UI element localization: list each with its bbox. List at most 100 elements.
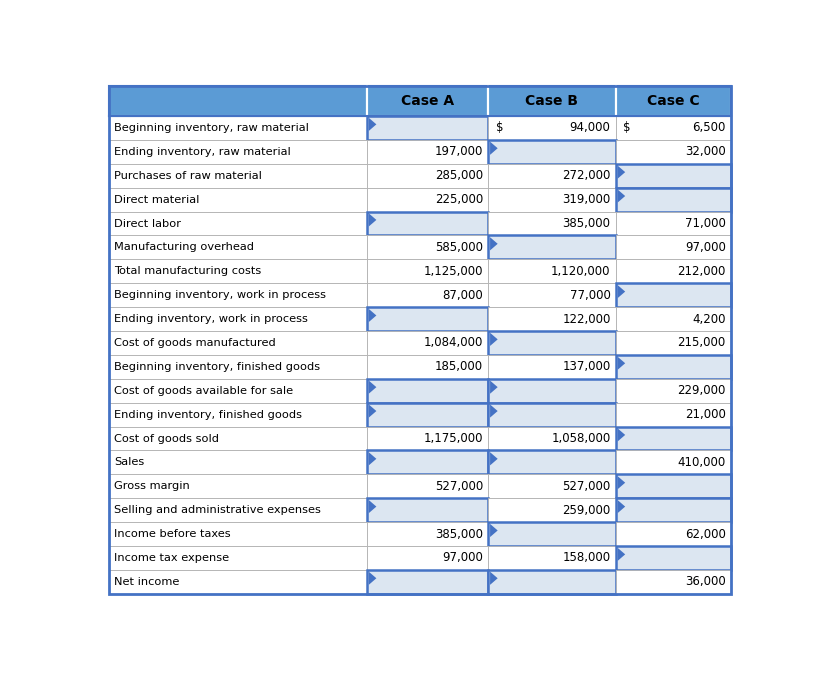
Polygon shape (490, 524, 498, 537)
Bar (109, 164, 367, 188)
Polygon shape (369, 309, 377, 322)
Bar (616, 498, 731, 522)
Bar (367, 522, 488, 546)
Bar (109, 570, 367, 594)
Bar (109, 116, 367, 140)
Text: Gross margin: Gross margin (114, 481, 189, 491)
Text: 272,000: 272,000 (562, 169, 611, 182)
Text: 229,000: 229,000 (677, 384, 726, 397)
Text: 77,000: 77,000 (570, 289, 611, 302)
Bar (367, 498, 488, 522)
Polygon shape (490, 332, 498, 346)
Bar (109, 259, 367, 283)
Polygon shape (618, 285, 625, 298)
Bar (367, 164, 488, 188)
Bar (616, 331, 731, 355)
Text: Ending inventory, work in process: Ending inventory, work in process (114, 314, 308, 324)
Bar (109, 86, 731, 116)
Text: Cost of goods sold: Cost of goods sold (114, 433, 219, 444)
Bar (367, 188, 488, 211)
Polygon shape (618, 190, 625, 203)
Text: 32,000: 32,000 (685, 145, 726, 158)
Bar (488, 211, 616, 236)
Text: Sales: Sales (114, 458, 144, 467)
Bar (109, 355, 367, 379)
Polygon shape (490, 404, 498, 418)
Bar (367, 259, 488, 283)
Text: 1,058,000: 1,058,000 (551, 432, 611, 445)
Text: 21,000: 21,000 (685, 408, 726, 421)
Bar (616, 236, 731, 259)
Text: 71,000: 71,000 (685, 217, 726, 230)
Text: 4,200: 4,200 (692, 312, 726, 326)
Bar (488, 86, 616, 116)
Text: Case B: Case B (526, 94, 578, 108)
Bar (488, 164, 616, 188)
Bar (488, 427, 616, 450)
Bar (367, 355, 488, 379)
Bar (109, 379, 367, 402)
Bar (367, 307, 488, 331)
Text: Beginning inventory, raw material: Beginning inventory, raw material (114, 123, 309, 133)
Text: Total manufacturing costs: Total manufacturing costs (114, 267, 261, 277)
Text: Manufacturing overhead: Manufacturing overhead (114, 242, 254, 252)
Text: Direct material: Direct material (114, 194, 199, 205)
Text: Ending inventory, finished goods: Ending inventory, finished goods (114, 410, 301, 420)
Bar (109, 474, 367, 498)
Text: $: $ (495, 121, 504, 135)
Bar (488, 331, 616, 355)
Bar (616, 188, 731, 211)
Bar (109, 86, 367, 116)
Polygon shape (490, 571, 498, 585)
Bar (488, 498, 616, 522)
Bar (109, 498, 367, 522)
Bar (109, 450, 367, 474)
Bar (488, 307, 616, 331)
Bar (488, 283, 616, 307)
Polygon shape (369, 452, 377, 466)
Text: Beginning inventory, work in process: Beginning inventory, work in process (114, 290, 326, 300)
Polygon shape (369, 380, 377, 394)
Bar (488, 140, 616, 164)
Bar (367, 331, 488, 355)
Bar (616, 283, 731, 307)
Text: 1,120,000: 1,120,000 (551, 264, 611, 278)
Text: 385,000: 385,000 (563, 217, 611, 230)
Text: Direct labor: Direct labor (114, 219, 181, 229)
Bar (616, 211, 731, 236)
Text: 6,500: 6,500 (692, 121, 726, 135)
Bar (616, 522, 731, 546)
Bar (367, 283, 488, 307)
Bar (616, 546, 731, 570)
Text: 212,000: 212,000 (677, 264, 726, 278)
Polygon shape (369, 213, 377, 227)
Bar (488, 474, 616, 498)
Bar (109, 188, 367, 211)
Bar (367, 450, 488, 474)
Polygon shape (490, 238, 498, 250)
Text: 1,125,000: 1,125,000 (423, 264, 483, 278)
Text: 527,000: 527,000 (435, 480, 483, 493)
Text: Cost of goods available for sale: Cost of goods available for sale (114, 386, 293, 396)
Text: 97,000: 97,000 (442, 551, 483, 565)
Text: 410,000: 410,000 (677, 456, 726, 469)
Bar (109, 546, 367, 570)
Bar (109, 522, 367, 546)
Bar (616, 402, 731, 427)
Bar (109, 402, 367, 427)
Polygon shape (618, 357, 625, 370)
Text: 94,000: 94,000 (570, 121, 611, 135)
Text: 1,084,000: 1,084,000 (423, 336, 483, 349)
Bar (616, 474, 731, 498)
Text: 87,000: 87,000 (442, 289, 483, 302)
Bar (616, 259, 731, 283)
Text: 259,000: 259,000 (563, 503, 611, 517)
Text: $: $ (623, 121, 631, 135)
Text: 137,000: 137,000 (563, 360, 611, 374)
Polygon shape (618, 476, 625, 489)
Polygon shape (490, 380, 498, 394)
Bar (109, 211, 367, 236)
Text: Income tax expense: Income tax expense (114, 553, 229, 563)
Polygon shape (618, 500, 625, 513)
Text: 62,000: 62,000 (685, 528, 726, 540)
